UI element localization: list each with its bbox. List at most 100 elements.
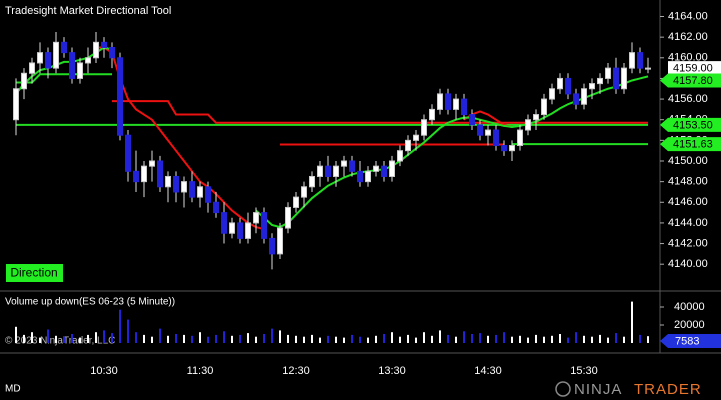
candle-body [533, 114, 539, 121]
volume-bar [383, 334, 385, 343]
candle-body [573, 93, 579, 105]
candle-body [461, 98, 467, 116]
candle-body [421, 119, 427, 136]
volume-bar [527, 337, 529, 343]
volume-bar [423, 332, 425, 343]
volume-bar [55, 335, 57, 343]
candle-body [557, 77, 563, 90]
volume-bar [199, 332, 201, 343]
volume-bar [415, 337, 417, 343]
y-tick-label: 4142.00 [668, 237, 708, 249]
volume-bar [447, 334, 449, 343]
volume-marker-label: 7583 [675, 335, 699, 347]
volume-bar [591, 336, 593, 343]
volume-bar [143, 334, 145, 343]
candle-body [277, 227, 283, 255]
volume-bar [271, 328, 273, 343]
candle-body [581, 88, 587, 105]
footer-label: MD [5, 384, 21, 395]
y-tick-label: 4160.00 [668, 52, 708, 64]
volume-bar [279, 330, 281, 343]
volume-bar [471, 334, 473, 343]
candle-body [341, 160, 347, 167]
x-tick-label: 11:30 [187, 365, 214, 377]
candle-body [309, 175, 315, 188]
volume-bar [183, 334, 185, 343]
direction-button[interactable] [6, 264, 63, 282]
candle-body [85, 57, 91, 64]
candle-body [333, 165, 339, 177]
candle-body [397, 150, 403, 162]
volume-bar [87, 334, 89, 343]
candle-body [141, 165, 147, 183]
volume-bar [615, 333, 617, 343]
logo-left: NINJA [574, 381, 622, 398]
y-tick-label: 20000 [674, 319, 705, 331]
volume-bar [15, 326, 17, 343]
candle-body [77, 62, 83, 79]
volume-bar [399, 336, 401, 343]
volume-bar [503, 332, 505, 343]
volume-bar [167, 335, 169, 343]
candle-body [317, 165, 323, 177]
y-tick-label: 4144.00 [668, 217, 708, 229]
logo-icon [555, 381, 571, 397]
candle-body [229, 222, 235, 234]
volume-bar [607, 337, 609, 343]
volume-bar [31, 332, 33, 343]
candle-body [373, 165, 379, 172]
candle-body [501, 145, 507, 152]
direction-label[interactable]: Direction [10, 266, 57, 280]
price-marker-label: 4153.50 [673, 119, 713, 131]
volume-bar [247, 333, 249, 343]
candle-body [261, 212, 267, 239]
candle-body [237, 222, 243, 239]
volume-bar [103, 330, 105, 343]
volume-title: Volume up down(ES 06-23 (5 Minute)) [5, 297, 175, 308]
candle-body [293, 196, 299, 208]
volume-bar [95, 332, 97, 343]
candle-body [469, 114, 475, 126]
volume-bar [535, 334, 537, 343]
volume-bar [287, 334, 289, 343]
candle-body [221, 212, 227, 234]
volume-bar [407, 334, 409, 343]
candle-body [413, 134, 419, 141]
volume-bar [327, 335, 329, 343]
volume-bar [439, 330, 441, 343]
candle-body [93, 41, 99, 59]
candle-body [325, 165, 331, 177]
candle-body [149, 160, 155, 167]
volume-bar [311, 334, 313, 343]
price-marker-label: 4151.63 [673, 139, 713, 151]
candle-body [565, 77, 571, 95]
candle-body [605, 67, 611, 79]
candle-body [173, 175, 179, 193]
volume-bar [599, 334, 601, 343]
candle-body [53, 41, 59, 69]
volume-bar [367, 337, 369, 343]
price-marker-label: 4157.80 [673, 75, 713, 87]
candle-body [453, 98, 459, 110]
candle-body [61, 41, 67, 54]
volume-bar [207, 336, 209, 343]
volume-bar [119, 309, 121, 343]
logo-right: TRADER [634, 381, 702, 398]
volume-bar [231, 335, 233, 343]
volume-bar [295, 335, 297, 343]
y-tick-label: 4156.00 [668, 93, 708, 105]
volume-bar [551, 335, 553, 343]
y-tick-label: 4164.00 [668, 10, 708, 22]
volume-bar [375, 335, 377, 343]
volume-bar [159, 328, 161, 343]
candle-body [245, 222, 251, 239]
y-tick-label: 4150.00 [668, 155, 708, 167]
volume-bar [111, 333, 113, 343]
y-tick-label: 4162.00 [668, 31, 708, 43]
candle-body [69, 52, 75, 79]
volume-bar [255, 336, 257, 343]
volume-bar [351, 334, 353, 343]
x-tick-label: 10:30 [90, 365, 118, 377]
volume-bar [487, 335, 489, 343]
